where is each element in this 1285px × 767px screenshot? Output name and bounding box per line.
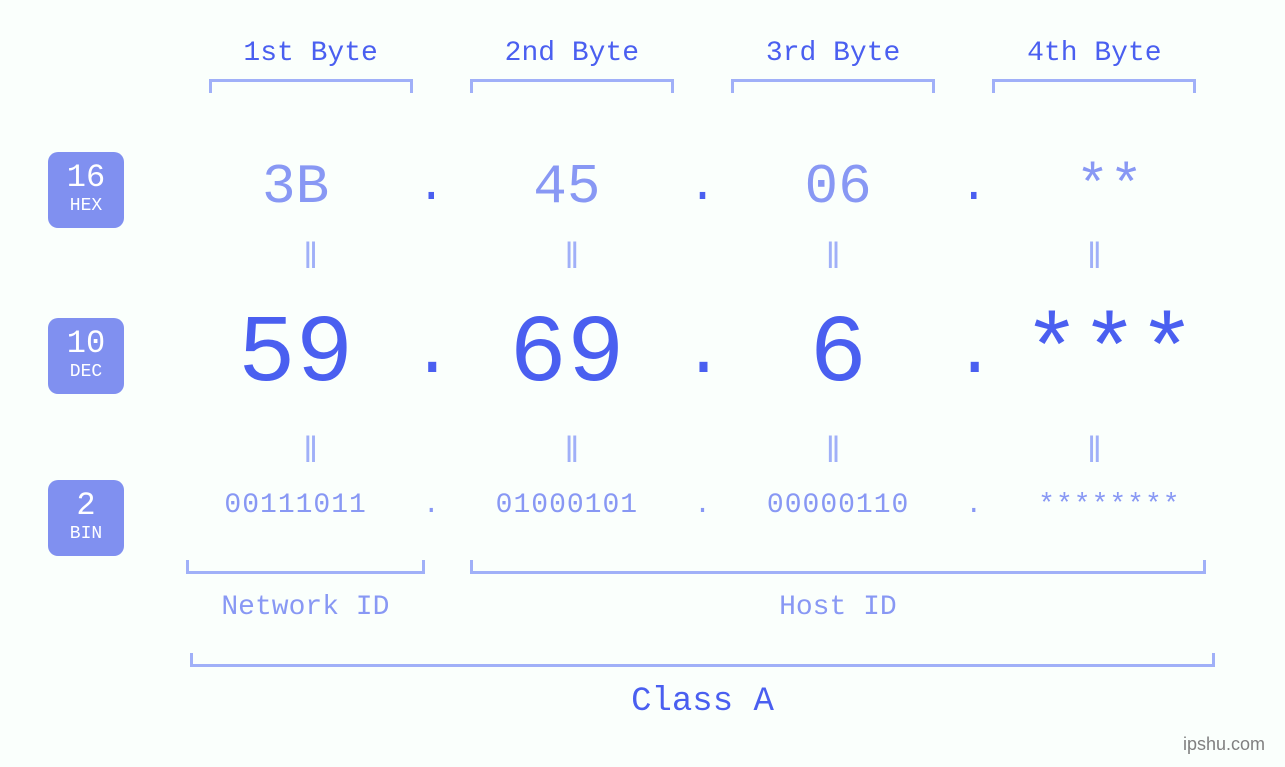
bin-byte-4: ******** [994, 490, 1225, 521]
equals-symbol: ǁ [703, 432, 964, 473]
equals-symbol: ǁ [964, 238, 1225, 279]
hex-byte-2: 45 [451, 155, 682, 219]
dec-byte-1: 59 [180, 300, 411, 409]
class-label: Class A [180, 683, 1225, 721]
base-num: 2 [76, 490, 95, 522]
id-bracket-row: Network ID Host ID [180, 560, 1225, 623]
top-bracket [731, 79, 935, 93]
byte-label-4: 4th Byte [964, 38, 1225, 69]
base-name: HEX [70, 196, 102, 218]
network-id-group: Network ID [180, 560, 431, 623]
byte-label-2: 2nd Byte [441, 38, 702, 69]
equals-symbol: ǁ [964, 432, 1225, 473]
byte-header: 1st Byte [180, 38, 441, 93]
network-id-label: Network ID [180, 592, 431, 623]
host-id-label: Host ID [451, 592, 1225, 623]
dot-separator: . [683, 490, 723, 521]
bottom-bracket-area: Network ID Host ID Class A [180, 560, 1225, 721]
dot-separator: . [683, 315, 723, 394]
bin-row: 00111011 . 01000101 . 00000110 . *******… [180, 490, 1225, 521]
base-num: 10 [67, 328, 105, 360]
dec-row: 59 . 69 . 6 . *** [180, 300, 1225, 409]
dec-byte-4: *** [994, 300, 1225, 409]
dot-separator: . [411, 315, 451, 394]
hex-row: 3B . 45 . 06 . ** [180, 155, 1225, 219]
base-name: BIN [70, 524, 102, 546]
host-id-group: Host ID [451, 560, 1225, 623]
hex-byte-1: 3B [180, 155, 411, 219]
class-bracket [190, 653, 1214, 667]
bin-byte-3: 00000110 [723, 490, 954, 521]
dot-separator: . [411, 160, 451, 214]
dec-byte-3: 6 [723, 300, 954, 409]
hex-byte-4: ** [994, 155, 1225, 219]
bin-byte-1: 00111011 [180, 490, 411, 521]
bottom-bracket [470, 560, 1205, 574]
byte-label-3: 3rd Byte [703, 38, 964, 69]
base-badge-hex: 16 HEX [48, 152, 124, 228]
byte-header: 4th Byte [964, 38, 1225, 93]
byte-header-row: 1st Byte 2nd Byte 3rd Byte 4th Byte [180, 38, 1225, 93]
equals-symbol: ǁ [441, 238, 702, 279]
dot-separator: . [954, 315, 994, 394]
equals-symbol: ǁ [703, 238, 964, 279]
base-badge-dec: 10 DEC [48, 318, 124, 394]
equals-symbol: ǁ [180, 238, 441, 279]
dot-separator: . [411, 490, 451, 521]
bin-byte-2: 01000101 [451, 490, 682, 521]
bottom-bracket [186, 560, 424, 574]
dot-separator: . [954, 490, 994, 521]
equals-symbol: ǁ [441, 432, 702, 473]
dec-byte-2: 69 [451, 300, 682, 409]
byte-label-1: 1st Byte [180, 38, 441, 69]
equals-row: ǁ ǁ ǁ ǁ [180, 238, 1225, 279]
hex-byte-3: 06 [723, 155, 954, 219]
equals-row: ǁ ǁ ǁ ǁ [180, 432, 1225, 473]
dot-separator: . [683, 160, 723, 214]
byte-header: 3rd Byte [703, 38, 964, 93]
watermark: ipshu.com [1183, 734, 1265, 755]
base-num: 16 [67, 162, 105, 194]
top-bracket [992, 79, 1196, 93]
dot-separator: . [954, 160, 994, 214]
equals-symbol: ǁ [180, 432, 441, 473]
top-bracket [470, 79, 674, 93]
top-bracket [209, 79, 413, 93]
byte-header: 2nd Byte [441, 38, 702, 93]
base-name: DEC [70, 362, 102, 384]
base-badge-bin: 2 BIN [48, 480, 124, 556]
